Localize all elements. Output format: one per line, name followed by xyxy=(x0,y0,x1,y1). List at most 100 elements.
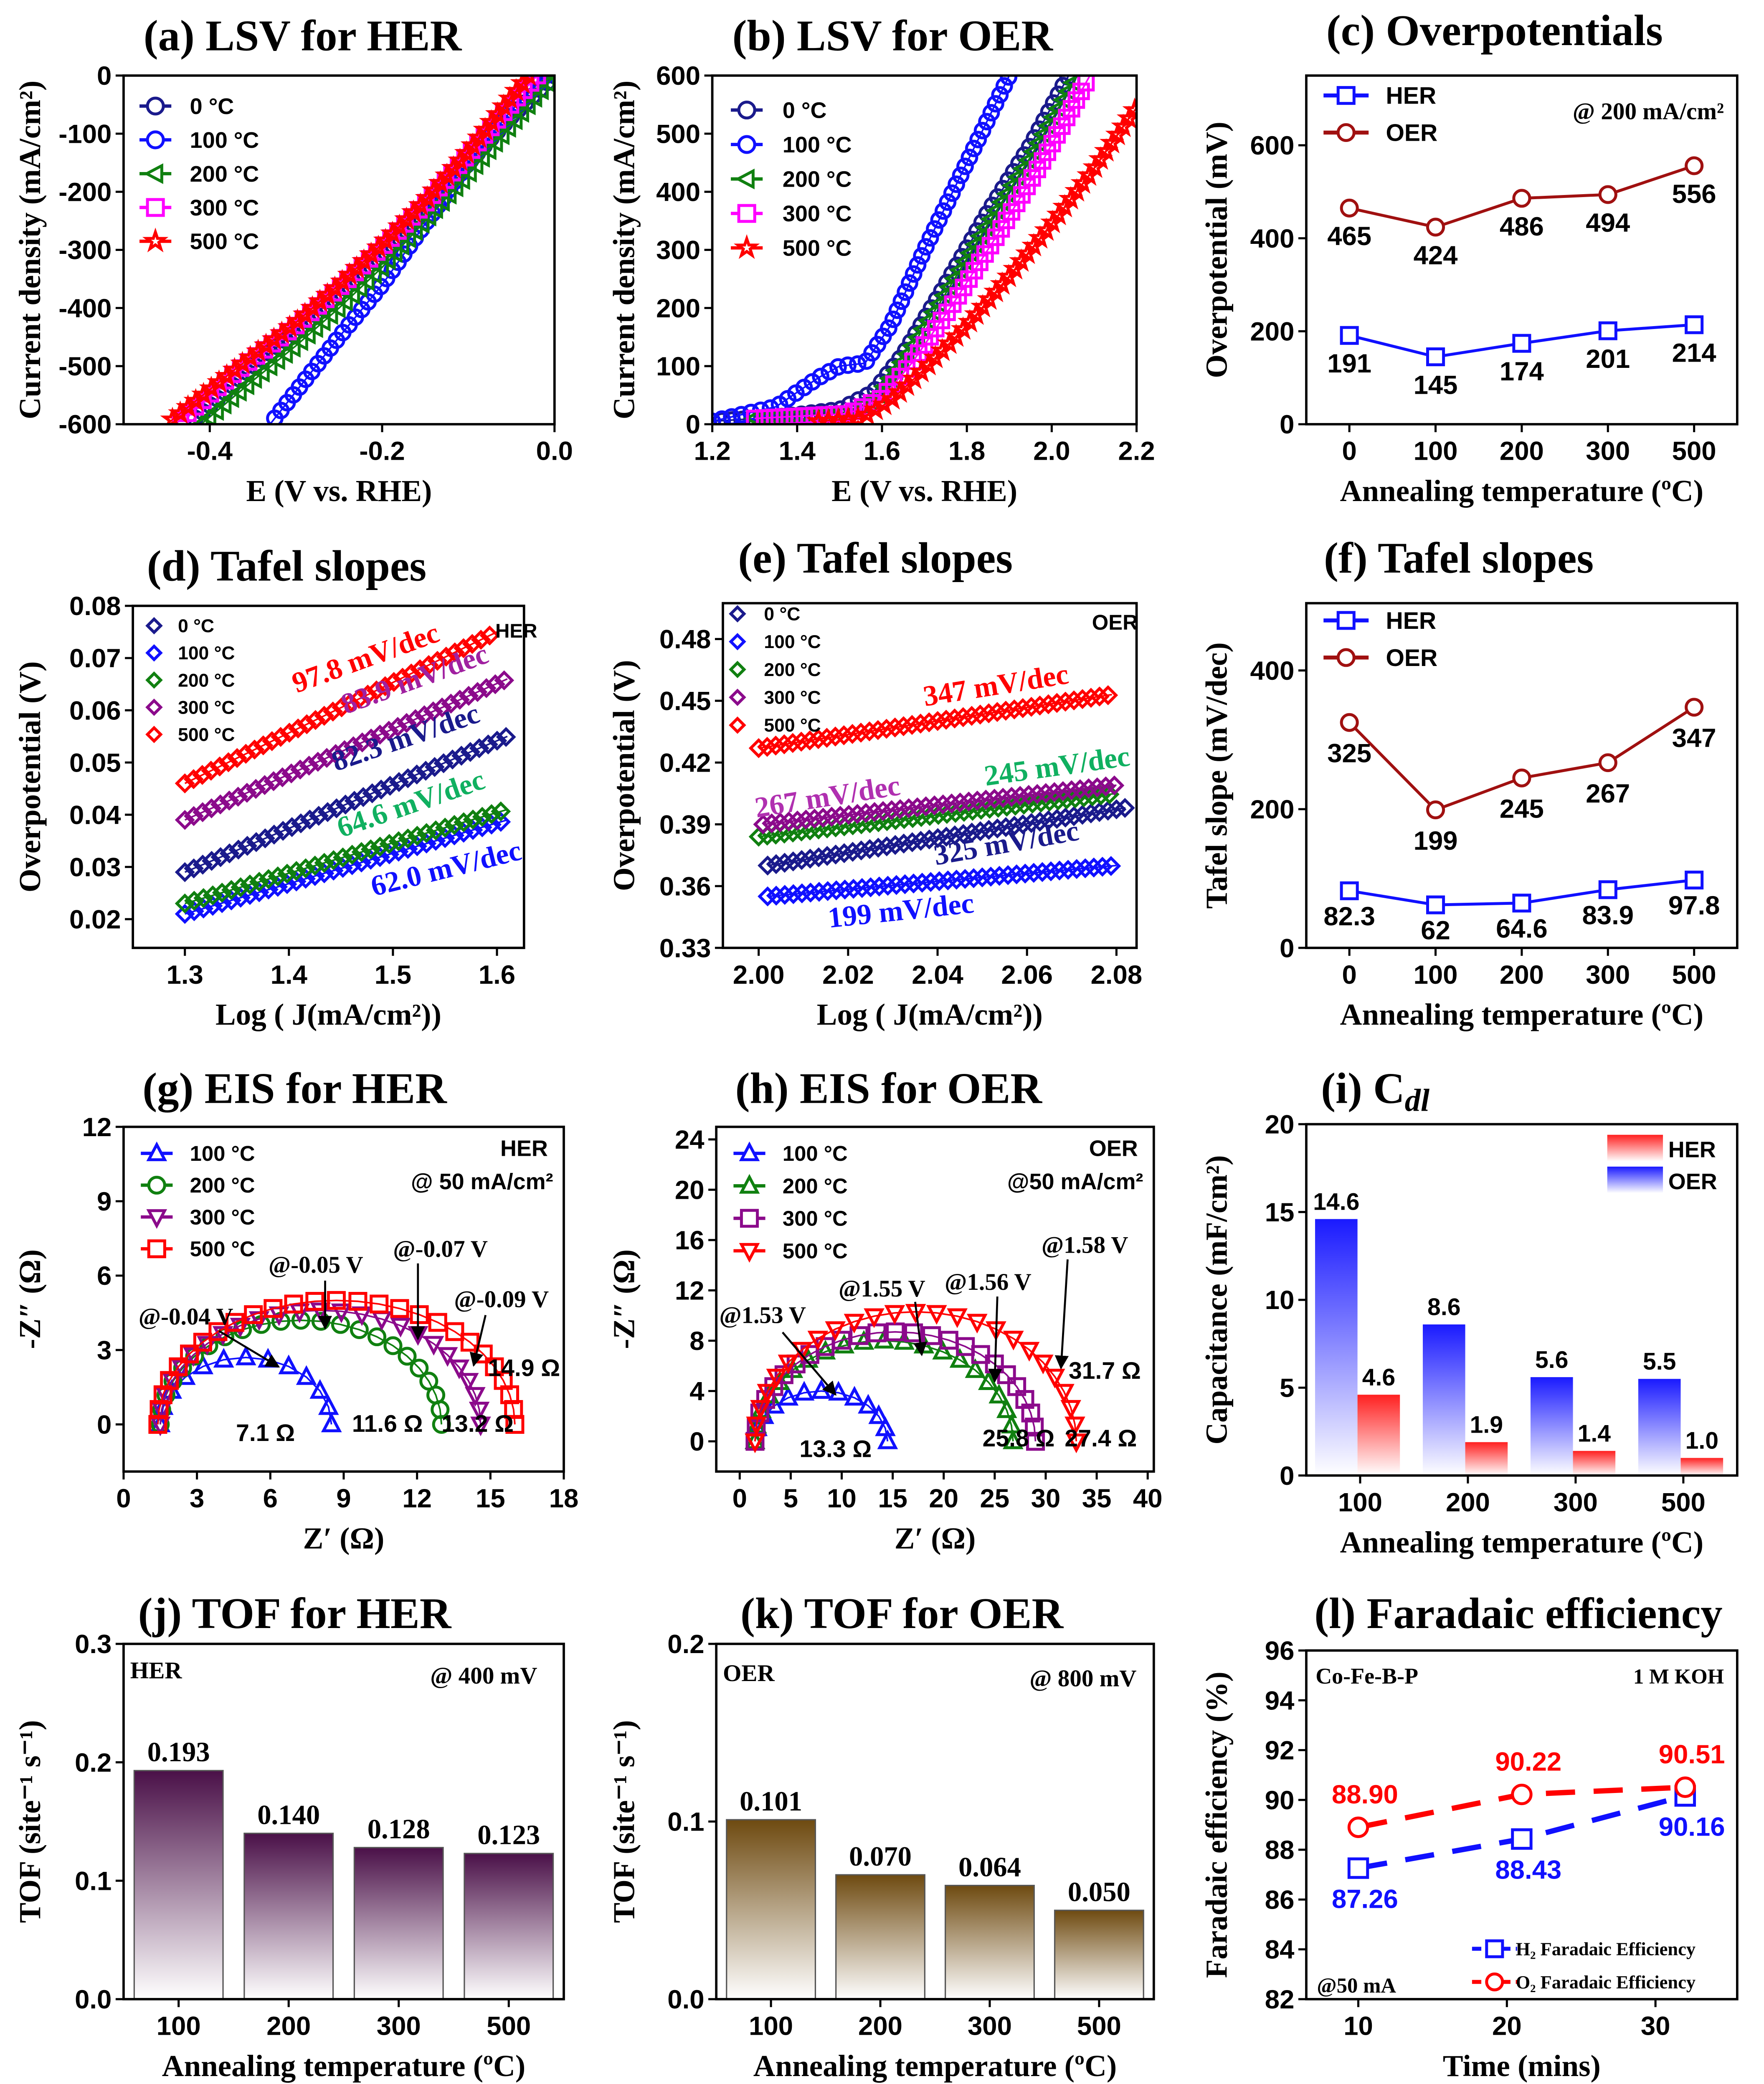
data-point xyxy=(808,847,829,868)
legend-marker xyxy=(729,633,746,651)
y-tick-label: 600 xyxy=(656,61,700,91)
x-tick-label: 200 xyxy=(1500,437,1544,466)
data-point xyxy=(228,786,248,807)
y-tick-label: 0 xyxy=(1280,1461,1294,1491)
data-point xyxy=(941,793,962,814)
data-point xyxy=(859,839,880,859)
legend: 100 °C 200 °C 300 °C 500 °C xyxy=(733,1141,848,1263)
y-tick-label: 0.2 xyxy=(667,1630,704,1659)
legend-label: 200 °C xyxy=(783,1174,848,1198)
data-point xyxy=(432,1415,451,1434)
plot-area xyxy=(712,75,1137,424)
data-point xyxy=(388,717,408,737)
axes: 0 100 200 300 500 0 200 400 600 xyxy=(1250,131,1716,466)
x-tick-label: 9 xyxy=(336,1484,351,1513)
legend: OER HER xyxy=(1607,1134,1717,1194)
data-point xyxy=(327,1291,346,1310)
resistance-label: 25.8 Ω xyxy=(983,1425,1055,1452)
data-point xyxy=(350,1320,369,1339)
x-tick-label: 100 xyxy=(749,2012,793,2041)
data-point xyxy=(1075,858,1095,879)
legend-label: 300 °C xyxy=(190,195,259,220)
value-label: 424 xyxy=(1414,241,1458,270)
x-tick-label: 5 xyxy=(783,1484,798,1513)
y-tick-label: 0 xyxy=(97,61,112,91)
data-point xyxy=(765,408,783,424)
data-point xyxy=(219,843,240,863)
legend-marker xyxy=(729,716,746,734)
data-point xyxy=(1027,784,1047,804)
data-point xyxy=(963,868,984,889)
y-tick-label: 24 xyxy=(675,1125,705,1155)
y-tick-label: -200 xyxy=(58,178,112,207)
data-point xyxy=(237,782,257,803)
data-point xyxy=(897,283,915,301)
legend-marker xyxy=(739,1243,760,1263)
value-label: 64.6 xyxy=(1496,914,1548,943)
legend-marker xyxy=(146,130,165,149)
data-point xyxy=(1095,776,1116,797)
data-point xyxy=(834,725,854,745)
legend: 0 °C 100 °C 200 °C 300 °C 500 °C xyxy=(729,604,821,736)
y-tick-label: 0.39 xyxy=(659,810,711,839)
data-point xyxy=(290,759,310,780)
legend-swatch xyxy=(1607,1166,1663,1193)
data-point xyxy=(351,842,372,862)
data-point xyxy=(1426,218,1445,237)
data-point xyxy=(844,1314,865,1334)
data-point xyxy=(344,790,365,811)
data-point xyxy=(712,413,721,424)
panel-k: (k) TOF for OER Annealing temperature (ºC… xyxy=(607,1589,1155,2083)
legend-marker xyxy=(739,1174,760,1194)
data-point xyxy=(426,820,446,841)
data-point xyxy=(916,796,936,817)
potential-label: @-0.05 V xyxy=(269,1252,363,1278)
legend-label: HER xyxy=(1386,83,1436,109)
y-axis-label: Overpotential (V) xyxy=(607,660,641,891)
data-point xyxy=(314,853,335,873)
data-point xyxy=(1000,75,1018,86)
data-point xyxy=(183,769,204,790)
value-label: 465 xyxy=(1327,222,1371,251)
data-point xyxy=(783,733,803,753)
legend-label: OER xyxy=(1668,1169,1717,1194)
series-500-c xyxy=(748,685,1118,758)
data-point xyxy=(1106,799,1127,820)
axes: 0 3 6 9 12 15 18 0 3 6 9 12 xyxy=(82,1113,579,1513)
data-point xyxy=(1044,782,1064,802)
y-tick-label: 9 xyxy=(97,1187,112,1216)
data-point xyxy=(966,1314,988,1334)
x-tick-label: 30 xyxy=(1031,1484,1061,1513)
y-tick-label: 0.06 xyxy=(69,696,121,725)
data-point xyxy=(1598,321,1617,340)
data-point xyxy=(886,875,907,895)
data-point xyxy=(1002,1429,1024,1449)
legend-swatch xyxy=(1607,1134,1663,1162)
panel-h: (h) EIS for OER Z′ (Ω) -Z″ (Ω) 0 5 10 15 20 25 30… xyxy=(607,1064,1162,1555)
legend-marker xyxy=(146,1141,167,1161)
bar-value-label: 0.193 xyxy=(147,1737,210,1767)
data-point xyxy=(961,149,978,166)
data-point xyxy=(360,839,381,860)
data-point xyxy=(309,805,329,826)
data-point xyxy=(471,630,491,650)
data-point xyxy=(1094,138,1119,162)
legend-label: 300 °C xyxy=(190,1205,255,1229)
data-point xyxy=(494,670,514,691)
data-point xyxy=(1598,880,1617,899)
data-point xyxy=(808,729,829,750)
legend-marker xyxy=(737,100,756,120)
x-tick-label: 20 xyxy=(1492,2012,1522,2041)
y-tick-label: 20 xyxy=(1265,1110,1295,1139)
data-point xyxy=(953,824,973,844)
data-point xyxy=(272,767,293,788)
series-her xyxy=(1340,315,1704,367)
data-point xyxy=(436,646,456,667)
data-point xyxy=(210,794,231,815)
y-tick-label: 0.48 xyxy=(659,625,711,654)
data-point xyxy=(340,693,360,713)
x-axis-label: Annealing temperature (ºC) xyxy=(1340,998,1703,1031)
data-point xyxy=(844,1386,865,1406)
series-100-c xyxy=(758,856,1121,907)
y-tick-label: 0.05 xyxy=(69,748,121,777)
